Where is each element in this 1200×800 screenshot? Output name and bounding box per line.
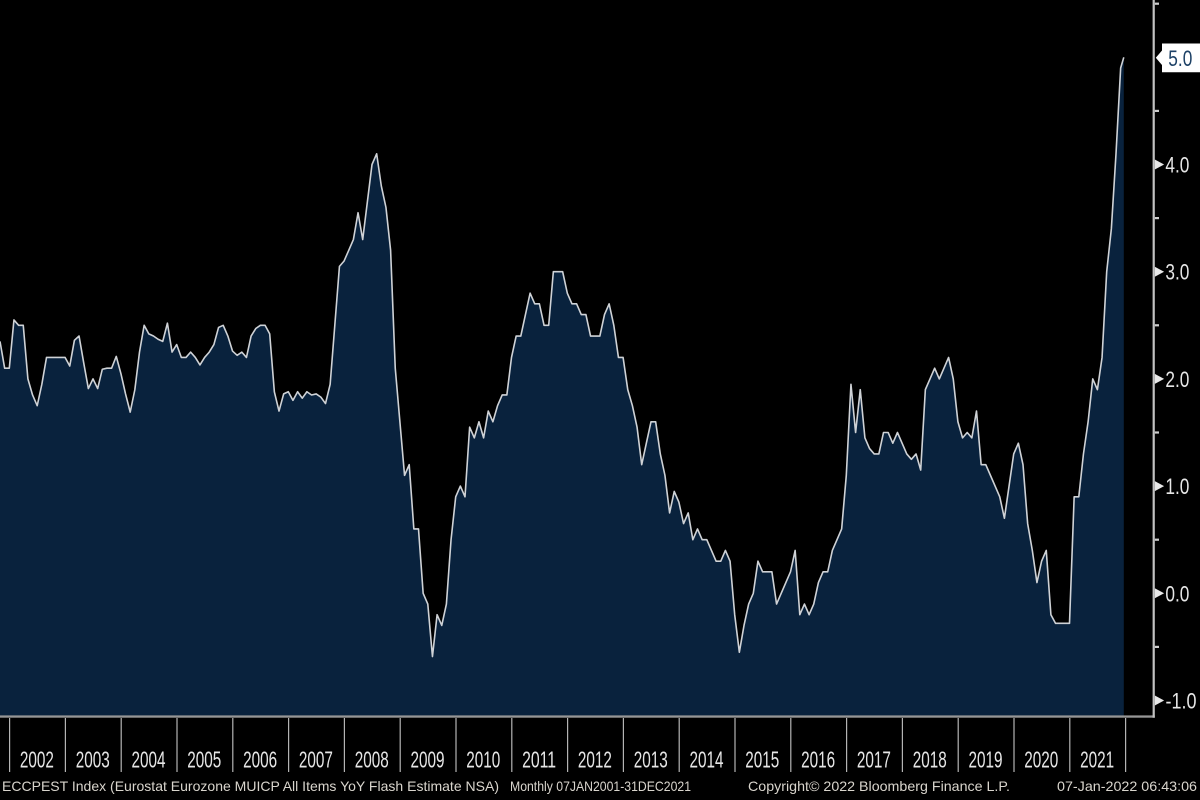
svg-text:ECCPEST Index (Eurostat Eurozo: ECCPEST Index (Eurostat Eurozone MUICP A… xyxy=(2,778,499,794)
svg-text:2009: 2009 xyxy=(411,746,445,772)
svg-text:0.0: 0.0 xyxy=(1165,581,1189,606)
svg-text:-1.0: -1.0 xyxy=(1166,689,1197,714)
svg-text:2008: 2008 xyxy=(355,746,389,772)
svg-text:4.0: 4.0 xyxy=(1165,153,1189,178)
svg-text:2010: 2010 xyxy=(466,746,500,772)
svg-text:2013: 2013 xyxy=(634,746,668,772)
svg-text:2014: 2014 xyxy=(690,746,724,772)
svg-text:5.0: 5.0 xyxy=(1168,46,1192,71)
svg-text:2.0: 2.0 xyxy=(1165,367,1189,392)
svg-text:2002: 2002 xyxy=(20,746,54,772)
svg-text:2011: 2011 xyxy=(522,746,556,772)
svg-text:2005: 2005 xyxy=(187,746,221,772)
svg-text:Monthly 07JAN2001-31DEC2021: Monthly 07JAN2001-31DEC2021 xyxy=(510,778,691,794)
svg-text:2003: 2003 xyxy=(76,746,110,772)
svg-text:2018: 2018 xyxy=(913,746,947,772)
svg-text:3.0: 3.0 xyxy=(1165,260,1189,285)
svg-text:07-Jan-2022 06:43:06: 07-Jan-2022 06:43:06 xyxy=(1057,778,1197,794)
svg-text:2016: 2016 xyxy=(801,746,835,772)
svg-text:1.0: 1.0 xyxy=(1165,474,1189,499)
svg-text:2004: 2004 xyxy=(132,746,166,772)
svg-text:2017: 2017 xyxy=(857,746,891,772)
svg-text:Copyright© 2022 Bloomberg Fina: Copyright© 2022 Bloomberg Finance L.P. xyxy=(748,778,1010,794)
svg-text:2020: 2020 xyxy=(1024,746,1058,772)
svg-text:2012: 2012 xyxy=(578,746,612,772)
svg-text:2019: 2019 xyxy=(969,746,1003,772)
svg-text:2007: 2007 xyxy=(299,746,333,772)
svg-text:2021: 2021 xyxy=(1080,746,1114,772)
svg-text:2006: 2006 xyxy=(243,746,277,772)
svg-text:2015: 2015 xyxy=(745,746,779,772)
